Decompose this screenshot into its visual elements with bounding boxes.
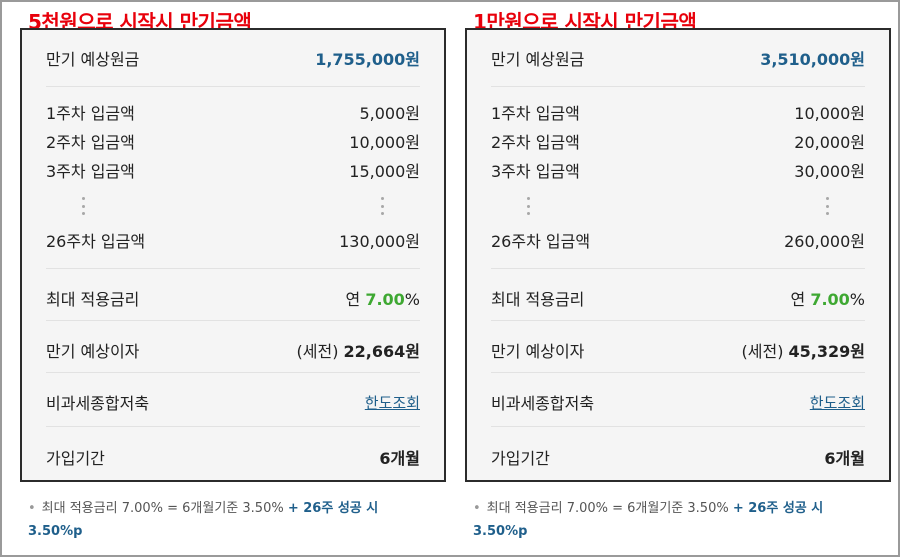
interest-row: 만기 예상이자 (세전) 22,664원 xyxy=(46,338,420,362)
week-row: 2주차 입금액 20,000원 xyxy=(491,129,865,153)
interest-value: (세전) 22,664원 xyxy=(297,338,420,362)
divider xyxy=(46,426,420,427)
limit-check-link[interactable]: 한도조회 xyxy=(364,393,420,412)
last-week-label: 26주차 입금액 xyxy=(46,232,146,251)
interest-amount: 22,664원 xyxy=(343,342,420,361)
max-rate-row: 최대 적용금리 연 7.00% xyxy=(491,286,865,310)
bullet-icon: • xyxy=(473,501,481,516)
divider xyxy=(46,86,420,87)
footnote-text: 최대 적용금리 7.00% = 6개월기준 3.50% xyxy=(486,501,733,516)
vertical-ellipsis-icon xyxy=(826,197,829,215)
week-value: 10,000원 xyxy=(794,104,865,123)
period-row: 가입기간 6개월 xyxy=(491,445,865,469)
week-value: 30,000원 xyxy=(794,162,865,181)
interest-amount: 45,329원 xyxy=(788,342,865,361)
week-value: 15,000원 xyxy=(349,162,420,181)
week-row: 2주차 입금액 10,000원 xyxy=(46,129,420,153)
period-row: 가입기간 6개월 xyxy=(46,445,420,469)
week-value: 5,000원 xyxy=(359,104,420,123)
tax-free-label: 비과세종합저축 xyxy=(46,394,150,413)
week-row: 3주차 입금액 15,000원 xyxy=(46,158,420,182)
week-label: 3주차 입금액 xyxy=(491,162,580,181)
principal-label: 만기 예상원금 xyxy=(491,50,585,69)
limit-check-link[interactable]: 한도조회 xyxy=(809,393,865,412)
divider xyxy=(46,320,420,321)
vertical-ellipsis-icon xyxy=(82,197,85,215)
divider xyxy=(491,426,865,427)
last-week-label: 26주차 입금액 xyxy=(491,232,591,251)
principal-value: 3,510,000원 xyxy=(760,50,865,69)
interest-prefix: (세전) xyxy=(741,342,789,361)
footnote-right: • 최대 적용금리 7.00% = 6개월기준 3.50% + 26주 성공 시 … xyxy=(473,497,873,543)
period-label: 가입기간 xyxy=(46,449,105,468)
vertical-ellipsis-icon xyxy=(527,197,530,215)
principal-label: 만기 예상원금 xyxy=(46,50,140,69)
interest-value: (세전) 45,329원 xyxy=(742,338,865,362)
max-rate-label: 최대 적용금리 xyxy=(46,290,140,309)
divider xyxy=(491,320,865,321)
divider xyxy=(491,86,865,87)
rate-suffix: % xyxy=(404,290,420,309)
rate-number: 7.00 xyxy=(810,290,850,309)
divider xyxy=(46,268,420,269)
principal-row: 만기 예상원금 3,510,000원 xyxy=(491,46,865,70)
interest-prefix: (세전) xyxy=(296,342,344,361)
interest-row: 만기 예상이자 (세전) 45,329원 xyxy=(491,338,865,362)
week-label: 3주차 입금액 xyxy=(46,162,135,181)
footnote-highlight: 3.50%p xyxy=(28,524,83,539)
period-value: 6개월 xyxy=(824,449,865,468)
max-rate-label: 최대 적용금리 xyxy=(491,290,585,309)
divider xyxy=(46,372,420,373)
week-label: 2주차 입금액 xyxy=(46,133,135,152)
footnote-text: 최대 적용금리 7.00% = 6개월기준 3.50% xyxy=(41,501,288,516)
period-value: 6개월 xyxy=(379,449,420,468)
footnote-highlight: 3.50%p xyxy=(473,524,528,539)
bullet-icon: • xyxy=(28,501,36,516)
tax-free-row: 비과세종합저축 한도조회 xyxy=(46,390,420,414)
last-week-row: 26주차 입금액 260,000원 xyxy=(491,228,865,252)
last-week-row: 26주차 입금액 130,000원 xyxy=(46,228,420,252)
week-label: 1주차 입금액 xyxy=(46,104,135,123)
week-value: 10,000원 xyxy=(349,133,420,152)
week-row: 3주차 입금액 30,000원 xyxy=(491,158,865,182)
interest-label: 만기 예상이자 xyxy=(46,342,140,361)
rate-prefix: 연 xyxy=(790,290,811,309)
last-week-value: 260,000원 xyxy=(784,232,865,251)
vertical-ellipsis-icon xyxy=(381,197,384,215)
divider xyxy=(491,372,865,373)
principal-value: 1,755,000원 xyxy=(315,50,420,69)
week-label: 2주차 입금액 xyxy=(491,133,580,152)
tax-free-row: 비과세종합저축 한도조회 xyxy=(491,390,865,414)
principal-row: 만기 예상원금 1,755,000원 xyxy=(46,46,420,70)
footnote-highlight: + 26주 성공 시 xyxy=(732,501,824,516)
week-value: 20,000원 xyxy=(794,133,865,152)
savings-card-left: 만기 예상원금 1,755,000원 1주차 입금액 5,000원 2주차 입금… xyxy=(20,28,446,482)
max-rate-value: 연 7.00% xyxy=(346,286,421,310)
week-row: 1주차 입금액 10,000원 xyxy=(491,100,865,124)
last-week-value: 130,000원 xyxy=(339,232,420,251)
week-row: 1주차 입금액 5,000원 xyxy=(46,100,420,124)
savings-card-right: 만기 예상원금 3,510,000원 1주차 입금액 10,000원 2주차 입… xyxy=(465,28,891,482)
tax-free-label: 비과세종합저축 xyxy=(491,394,595,413)
rate-suffix: % xyxy=(849,290,865,309)
max-rate-value: 연 7.00% xyxy=(791,286,866,310)
week-label: 1주차 입금액 xyxy=(491,104,580,123)
footnote-highlight: + 26주 성공 시 xyxy=(287,501,379,516)
footnote-left: • 최대 적용금리 7.00% = 6개월기준 3.50% + 26주 성공 시 … xyxy=(28,497,428,543)
period-label: 가입기간 xyxy=(491,449,550,468)
max-rate-row: 최대 적용금리 연 7.00% xyxy=(46,286,420,310)
interest-label: 만기 예상이자 xyxy=(491,342,585,361)
rate-number: 7.00 xyxy=(365,290,405,309)
rate-prefix: 연 xyxy=(345,290,366,309)
divider xyxy=(491,268,865,269)
